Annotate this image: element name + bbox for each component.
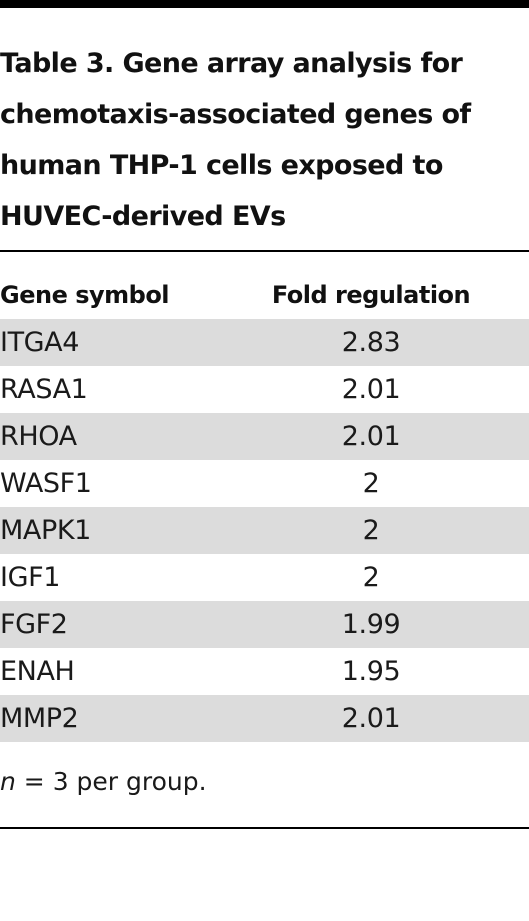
title-divider xyxy=(0,250,529,252)
table-footnote: n = 3 per group. xyxy=(0,760,207,804)
fold-regulation-cell: 2.83 xyxy=(341,327,401,358)
fold-regulation-cell: 2 xyxy=(362,468,380,499)
gene-symbol-cell: MMP2 xyxy=(0,703,79,734)
bottom-rule xyxy=(0,827,529,829)
top-rule xyxy=(0,0,529,8)
fold-regulation-cell: 2.01 xyxy=(341,421,401,452)
table-row: FGF2 1.99 xyxy=(0,601,529,648)
fold-regulation-cell: 1.99 xyxy=(341,609,401,640)
gene-symbol-cell: FGF2 xyxy=(0,609,68,640)
gene-table: Gene symbol Fold regulation ITGA4 2.83 R… xyxy=(0,272,529,742)
column-header-fold-regulation: Fold regulation xyxy=(271,281,471,309)
footnote-variable: n xyxy=(0,767,16,796)
gene-symbol-cell: RHOA xyxy=(0,421,77,452)
fold-regulation-cell: 2 xyxy=(362,515,380,546)
column-header-gene-symbol: Gene symbol xyxy=(0,281,170,309)
gene-symbol-cell: RASA1 xyxy=(0,374,88,405)
fold-regulation-cell: 1.95 xyxy=(341,656,401,687)
fold-regulation-cell: 2.01 xyxy=(341,374,401,405)
table-title: Table 3. Gene array analysis for chemota… xyxy=(0,48,471,232)
gene-symbol-cell: IGF1 xyxy=(0,562,60,593)
gene-symbol-cell: MAPK1 xyxy=(0,515,91,546)
table-header-row: Gene symbol Fold regulation xyxy=(0,272,529,319)
table-row: WASF1 2 xyxy=(0,460,529,507)
gene-symbol-cell: ENAH xyxy=(0,656,75,687)
table-row: MMP2 2.01 xyxy=(0,695,529,742)
table-row: ITGA4 2.83 xyxy=(0,319,529,366)
table-row: MAPK1 2 xyxy=(0,507,529,554)
gene-symbol-cell: ITGA4 xyxy=(0,327,80,358)
fold-regulation-cell: 2.01 xyxy=(341,703,401,734)
footnote-text: = 3 per group. xyxy=(15,767,207,796)
fold-regulation-cell: 2 xyxy=(362,562,380,593)
table-row: RASA1 2.01 xyxy=(0,366,529,413)
table-row: IGF1 2 xyxy=(0,554,529,601)
gene-symbol-cell: WASF1 xyxy=(0,468,92,499)
table-row: ENAH 1.95 xyxy=(0,648,529,695)
table-row: RHOA 2.01 xyxy=(0,413,529,460)
